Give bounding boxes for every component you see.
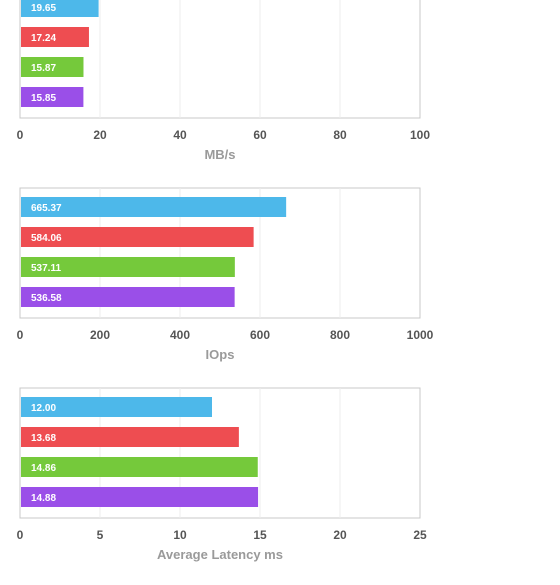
x-tick-label: 80 [333, 128, 347, 142]
bar-data-label: 15.85 [31, 93, 56, 104]
bar [21, 427, 239, 447]
bar-data-label: 14.86 [31, 463, 56, 474]
bar-data-label: 665.37 [31, 203, 62, 214]
bar [21, 227, 254, 247]
x-tick-label: 60 [253, 128, 267, 142]
x-tick-label: 400 [170, 328, 190, 342]
x-tick-label: 15 [253, 528, 267, 542]
x-axis-title: Average Latency ms [157, 547, 283, 562]
x-tick-label: 0 [17, 328, 24, 342]
bar-data-label: 536.58 [31, 293, 62, 304]
bar [21, 27, 89, 47]
bar [21, 57, 84, 77]
bar-data-label: 12.00 [31, 403, 56, 414]
bar [21, 87, 84, 107]
bar-data-label: 17.24 [31, 33, 56, 44]
bar [21, 257, 235, 277]
x-tick-label: 40 [173, 128, 187, 142]
bar [21, 397, 212, 417]
x-tick-label: 0 [17, 128, 24, 142]
bar-data-label: 14.88 [31, 493, 56, 504]
x-tick-label: 1000 [407, 328, 434, 342]
chart-3: 12.00 13.68 14.86 14.88 0 5 10 15 20 25 Average La… [17, 387, 427, 562]
bar-data-label: 537.11 [31, 263, 61, 274]
plot-area [19, 0, 421, 119]
bar [21, 0, 99, 17]
x-tick-label: 800 [330, 328, 350, 342]
x-tick-label: 100 [410, 128, 430, 142]
bar-data-label: 584.06 [31, 233, 62, 244]
chart-2: 665.37 584.06 537.11 536.58 0 200 400 600 800 100… [17, 187, 434, 362]
x-tick-label: 20 [333, 528, 347, 542]
x-axis-title: IOps [206, 347, 235, 362]
x-tick-label: 0 [17, 528, 24, 542]
chart-1: 19.65 17.24 15.87 15.85 0 20 40 60 80 100 MB/s [17, 0, 430, 162]
x-tick-label: 600 [250, 328, 270, 342]
bar-data-label: 13.68 [31, 433, 56, 444]
x-axis-title: MB/s [204, 147, 235, 162]
x-tick-label: 10 [173, 528, 187, 542]
bar [21, 287, 235, 307]
bar-data-label: 15.87 [31, 63, 56, 74]
bar [21, 487, 259, 507]
bar [21, 197, 287, 217]
x-tick-label: 20 [93, 128, 107, 142]
x-tick-label: 200 [90, 328, 110, 342]
bar [21, 457, 258, 477]
x-tick-label: 25 [413, 528, 427, 542]
x-tick-label: 5 [97, 528, 104, 542]
bar-data-label: 19.65 [31, 3, 56, 14]
